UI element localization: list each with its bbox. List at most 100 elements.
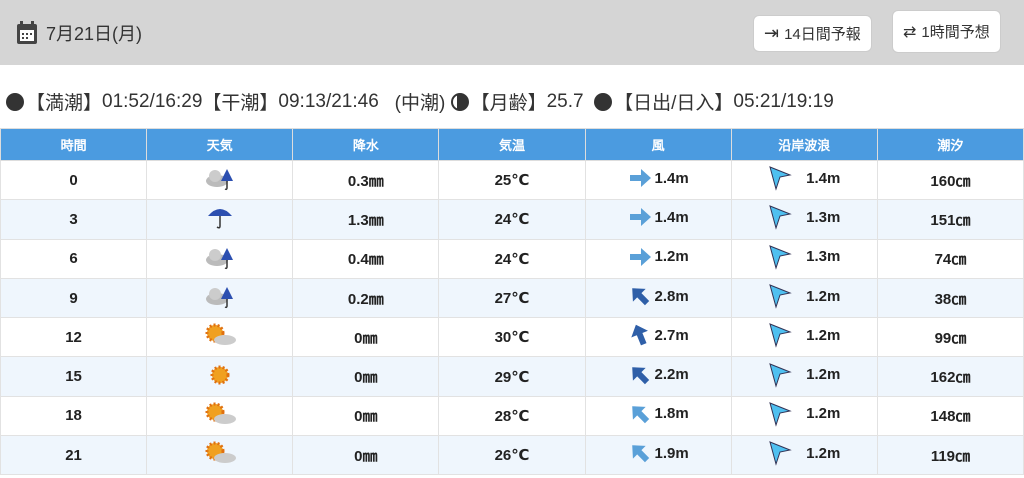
wind-cell: 1.4m [584, 159, 732, 201]
wind-arrow-icon [631, 406, 649, 424]
precip-cell: 1.3㎜ [292, 199, 440, 240]
wind-cell: 1.8m [584, 395, 732, 437]
low-tide-value: 09:13/21:46 [278, 90, 379, 112]
weather-cell [146, 317, 294, 358]
wave-direction-icon [769, 205, 792, 231]
tide-cell: 160㎝ [876, 159, 1024, 201]
tide-cell: 148㎝ [876, 395, 1024, 437]
weather-cell [146, 159, 294, 201]
precip-cell: 0㎜ [292, 435, 440, 476]
time-cell: 6 [0, 238, 148, 279]
precip-cell: 0.2㎜ [292, 277, 440, 319]
wind-speed: 2.7m [654, 326, 689, 344]
table-row: 6 0.4㎜ 24℃ 1.2m 1.3m 74㎝ [0, 238, 1024, 279]
precip-cell: 0.4㎜ [292, 238, 440, 279]
moon-icon [450, 92, 469, 111]
calendar-icon [17, 21, 37, 44]
wave-direction-icon [769, 441, 792, 466]
temp-cell: 26℃ [438, 435, 586, 476]
temp-cell: 30℃ [438, 317, 586, 358]
cloud-rain-icon [203, 287, 237, 313]
wind-speed: 1.4m [654, 208, 689, 226]
table-row: 0 0.3㎜ 25℃ 1.4m 1.4m 160㎝ [0, 159, 1024, 201]
time-cell: 21 [0, 435, 148, 476]
weather-cell [146, 199, 294, 240]
date-text: 7月21日(月) [46, 24, 143, 44]
wave-cell: 1.3m [730, 199, 878, 240]
top-bar: 7月21日(月) ⇥ 14日間予報 ⇄ 1時間予想 [0, 0, 1024, 65]
column-header: 天気 [146, 128, 294, 161]
high-tide-label: 【満潮】 [26, 93, 103, 114]
exit-icon: ⇥ [764, 23, 780, 43]
time-cell: 0 [0, 159, 148, 201]
table-row: 9 0.2㎜ 27℃ 2.8m 1.2m 38㎝ [0, 277, 1024, 319]
column-header: 風 [584, 128, 732, 161]
wave-height: 1.4m [806, 169, 841, 187]
wave-cell: 1.3m [730, 238, 878, 279]
cloud-rain-icon [203, 247, 237, 274]
wind-arrow-icon [629, 169, 651, 188]
time-cell: 15 [0, 356, 148, 397]
table-row: 3 1.3㎜ 24℃ 1.4m 1.3m 151㎝ [0, 199, 1024, 240]
wave-height: 1.3m [806, 248, 841, 266]
wind-cell: 1.4m [584, 199, 732, 240]
precip-cell: 0㎜ [292, 395, 440, 437]
weather-cell [146, 238, 294, 279]
wave-direction-icon [769, 402, 792, 427]
wind-cell: 2.7m [584, 317, 732, 358]
wind-arrow-icon [631, 288, 649, 306]
temp-cell: 24℃ [438, 199, 586, 240]
wave-height: 1.2m [806, 444, 841, 462]
forecast-table: 時間 天気 降水 気温風沿岸波浪 潮汐 0 0.3㎜ 25℃ 1.4m 1.4m 160… [0, 128, 1024, 476]
weather-cell [146, 277, 294, 319]
tide-cell: 38㎝ [876, 277, 1024, 319]
wave-direction-icon [769, 362, 792, 388]
temp-cell: 29℃ [438, 356, 586, 397]
wind-speed: 2.8m [654, 287, 689, 305]
wave-height: 1.3m [806, 208, 841, 226]
wave-cell: 1.2m [730, 435, 878, 476]
wind-cell: 2.2m [584, 356, 732, 397]
wind-speed: 1.8m [654, 405, 689, 423]
1-hour-forecast-button[interactable]: ⇄ 1時間予想 [892, 10, 1001, 53]
tide-info: 【満潮】 01:52/16:29 【干潮】 09:13/21:46 (中潮) 【月齢】… [6, 88, 834, 115]
moon-age-label: 【月齢】 [470, 93, 547, 114]
wave-cell: 1.2m [730, 395, 878, 437]
wind-arrow-icon [630, 325, 648, 346]
wave-direction-icon [769, 284, 792, 309]
sun-cloud-icon [202, 441, 238, 470]
wave-cell: 1.2m [730, 277, 878, 319]
swap-icon: ⇄ [903, 23, 917, 41]
14-day-forecast-button[interactable]: ⇥ 14日間予報 [753, 15, 872, 52]
wave-cell: 1.2m [730, 317, 878, 358]
time-cell: 3 [0, 199, 148, 240]
moon-age-value: 25.7 [546, 90, 584, 112]
date-display: 7月21日(月) [16, 20, 142, 46]
umbrella-icon [205, 209, 235, 234]
temp-cell: 24℃ [438, 238, 586, 279]
precip-cell: 0㎜ [292, 356, 440, 397]
wave-height: 1.2m [806, 405, 841, 423]
weather-cell [146, 356, 294, 397]
wind-speed: 1.9m [654, 444, 689, 462]
sun-cloud-icon [202, 323, 238, 352]
wind-cell: 1.2m [584, 238, 732, 279]
wave-cell: 1.4m [730, 159, 878, 201]
sun-cloud-icon [202, 402, 238, 431]
wind-arrow-icon [629, 208, 651, 227]
tide-cell: 99㎝ [876, 317, 1024, 358]
table-row: 15 0㎜ 29℃ 2.2m 1.2m 162㎝ [0, 356, 1024, 397]
column-header: 沿岸波浪 [730, 128, 878, 161]
sunrise-icon [594, 92, 613, 111]
low-tide-label: 【干潮】 [202, 93, 279, 114]
wave-direction-icon [769, 166, 792, 191]
wave-direction-icon [769, 323, 792, 349]
wave-height: 1.2m [806, 287, 841, 305]
column-header: 潮汐 [876, 128, 1024, 161]
time-cell: 9 [0, 277, 148, 319]
wind-arrow-icon [631, 366, 649, 384]
column-header: 気温 [438, 128, 586, 161]
sunrise-sunset-label: 【日出/日入】 [614, 93, 734, 114]
temp-cell: 28℃ [438, 395, 586, 437]
wind-speed: 2.2m [654, 366, 689, 384]
